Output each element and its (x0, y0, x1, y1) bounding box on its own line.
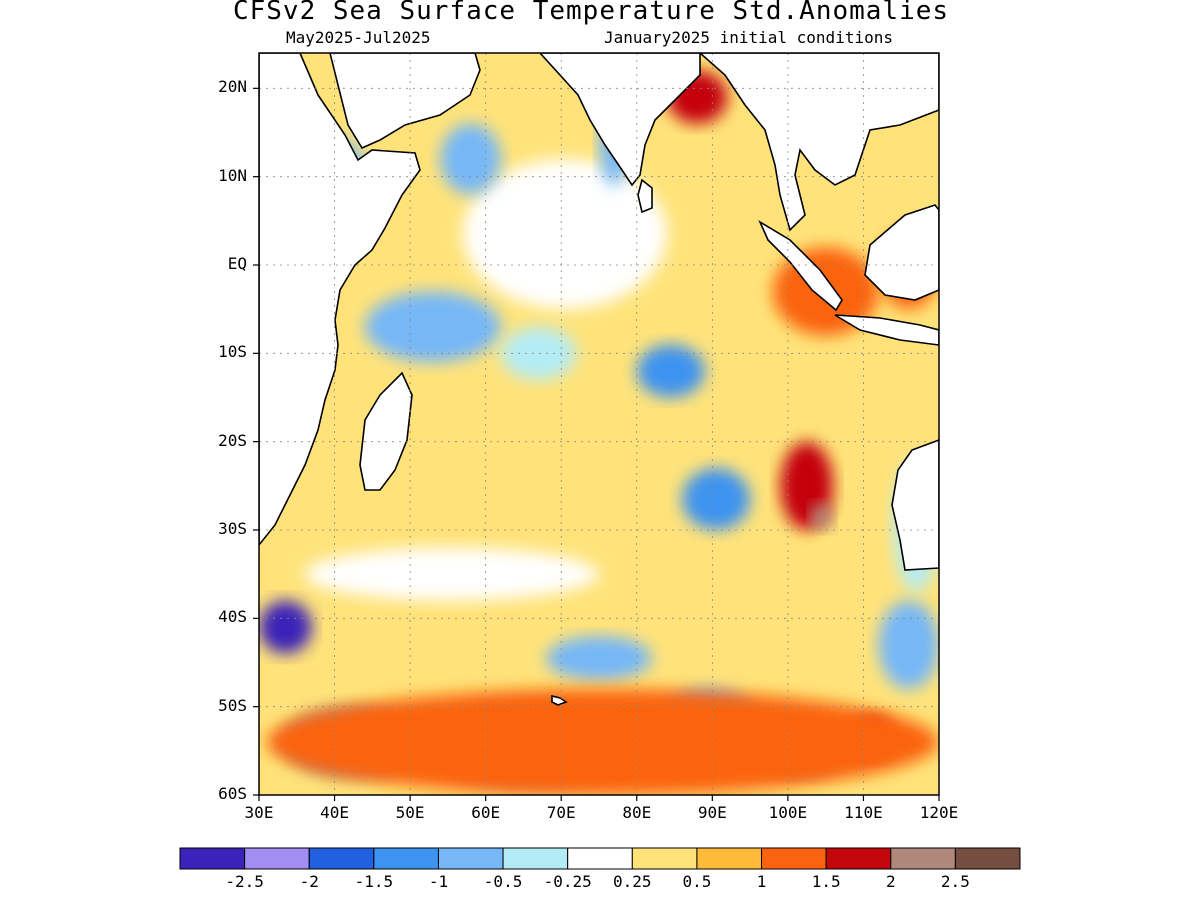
colorbar-swatch (696, 847, 763, 870)
colorbar (179, 847, 1021, 870)
lon-label: 80E (622, 803, 652, 822)
anomaly-region (500, 326, 577, 380)
lat-label: 20N (218, 77, 247, 97)
anomaly-region (878, 600, 939, 689)
lon-label: 30E (244, 803, 274, 822)
anomaly-region (463, 159, 667, 310)
colorbar-label: 1 (756, 872, 767, 891)
colorbar-swatch (890, 847, 956, 870)
lat-label: EQ (227, 254, 247, 273)
lat-label: 60S (218, 784, 247, 803)
africa-landmass (259, 53, 421, 547)
colorbar-label: -2 (299, 872, 319, 891)
anomaly-region (636, 344, 705, 398)
colorbar-swatch (373, 847, 439, 870)
lat-label: 40S (218, 607, 247, 627)
colorbar-swatch (567, 847, 633, 870)
lat-label: 10S (218, 342, 247, 362)
anomaly-region (440, 123, 501, 195)
colorbar-label: 1.5 (811, 872, 841, 891)
anomaly-region (259, 600, 312, 654)
colorbar-label: 0.25 (613, 872, 652, 891)
colorbar-swatch (954, 847, 1021, 870)
java (834, 314, 939, 346)
colorbar-label: -0.25 (543, 872, 592, 891)
coastlines (259, 53, 939, 706)
anomaly-region (810, 503, 834, 530)
colorbar-label: 2 (885, 872, 896, 891)
kerguelen (551, 694, 568, 706)
plot-frame (258, 52, 940, 796)
colorbar-label: -0.5 (483, 872, 523, 891)
map-title: CFSv2 Sea Surface Temperature Std.Anomal… (232, 0, 950, 26)
anomaly-region (546, 636, 652, 681)
madagascar (359, 371, 413, 491)
lat-label: 20S (218, 430, 247, 450)
arabian-peninsula (329, 53, 481, 150)
lat-label: 10N (218, 165, 247, 185)
graticule (259, 53, 939, 795)
sumatra (758, 220, 843, 312)
lon-label: 90E (697, 803, 727, 822)
colorbar-swatch (825, 847, 892, 870)
lat-label: 50S (218, 695, 247, 715)
colorbar-swatch (502, 847, 569, 870)
colorbar-label: 2.5 (940, 872, 970, 891)
australia (891, 439, 939, 571)
lat-label: 30S (218, 519, 247, 538)
anomaly-region (304, 547, 599, 601)
lon-label: 50E (395, 803, 425, 822)
indochina (698, 53, 939, 232)
sri-lanka (637, 178, 653, 214)
initial-conditions: January2025 initial conditions (604, 28, 893, 47)
colorbar-swatch (179, 847, 246, 870)
indian-subcontinent (538, 53, 701, 187)
borneo (864, 204, 939, 301)
colorbar-swatch (631, 847, 698, 870)
lon-label: 40E (320, 803, 349, 822)
lon-label: 120E (919, 803, 959, 822)
anomaly-region (266, 689, 939, 795)
lon-label: 110E (844, 803, 883, 822)
lon-label: 70E (546, 803, 576, 822)
colorbar-label: -1 (428, 872, 449, 891)
forecast-period: May2025-Jul2025 (286, 28, 431, 47)
colorbar-swatch (761, 847, 827, 870)
colorbar-swatch (244, 847, 310, 870)
colorbar-label: 0.5 (682, 872, 712, 891)
colorbar-swatch (437, 847, 504, 870)
anomaly-region (364, 291, 501, 363)
colorbar-swatch (308, 847, 375, 870)
colorbar-label: -2.5 (225, 872, 264, 891)
anomaly-region (682, 468, 751, 530)
lon-label: 100E (768, 803, 808, 822)
lon-label: 60E (471, 803, 501, 822)
colorbar-label: -1.5 (354, 872, 394, 891)
